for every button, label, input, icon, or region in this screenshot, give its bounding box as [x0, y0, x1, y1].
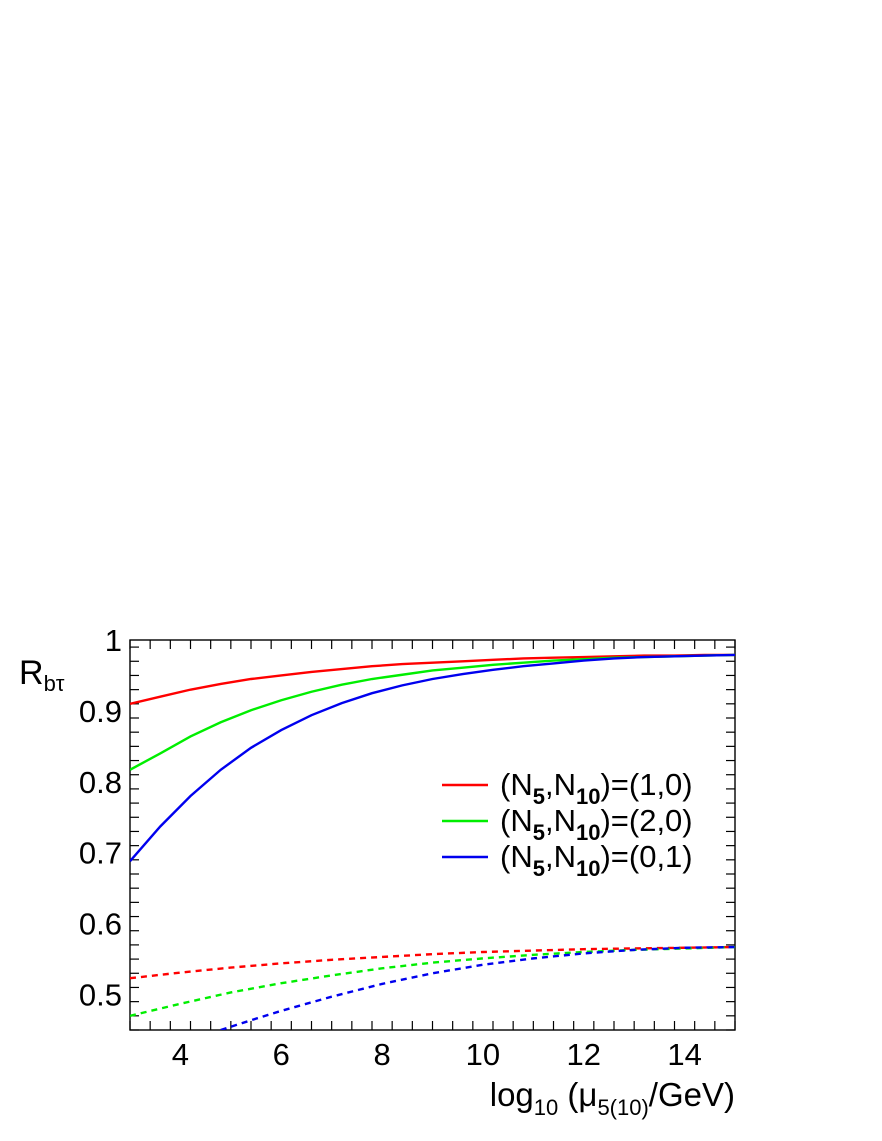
- legend: (N5,N10)=(1,0)(N5,N10)=(2,0)(N5,N10)=(0,…: [442, 767, 693, 881]
- y-tick-label: 1: [105, 623, 122, 658]
- series-line-solid-1: [130, 653, 735, 771]
- legend-label-sub: 10: [576, 856, 600, 881]
- legend-label-part: )=(1,0): [600, 767, 692, 802]
- x-tick-label: 8: [373, 1037, 390, 1072]
- y-tick-label: 0.8: [79, 765, 122, 800]
- x-axis-title: log10 (μ5(10)/GeV): [490, 1076, 735, 1120]
- x-axis-title-main: log: [490, 1076, 534, 1113]
- tick-labels: 4 6 8 10 12 14 0.5 0.6 0.7 0.8 0.9 1: [79, 623, 702, 1072]
- legend-label-part: ,N: [545, 839, 576, 874]
- x-axis-title-main-sub: 10: [534, 1095, 558, 1120]
- series-line-solid-0: [130, 653, 735, 705]
- legend-label-part: (N: [500, 767, 533, 802]
- legend-label-part: )=(0,1): [600, 839, 692, 874]
- y-axis-title-sub: bτ: [44, 671, 65, 696]
- x-axis-title-unit: /GeV): [649, 1076, 735, 1113]
- legend-label: (N5,N10)=(2,0): [500, 803, 693, 845]
- legend-label-sub: 10: [576, 820, 600, 845]
- y-tick-label: 0.7: [79, 836, 122, 871]
- legend-label-part: (N: [500, 839, 533, 874]
- x-axis-title-mu-sub: 5(10): [597, 1095, 648, 1120]
- y-tick-label: 0.5: [79, 978, 122, 1013]
- x-tick-label: 6: [273, 1037, 290, 1072]
- y-tick-label: 0.9: [79, 694, 122, 729]
- legend-label: (N5,N10)=(1,0): [500, 767, 693, 809]
- x-tick-label: 4: [172, 1037, 189, 1072]
- legend-label-sub: 5: [533, 856, 545, 881]
- legend-label-sub: 5: [533, 820, 545, 845]
- series-line-solid-2: [130, 653, 735, 863]
- y-axis-title-main: R: [19, 654, 44, 692]
- series-line-dashed-3: [130, 945, 735, 980]
- x-tick-label: 10: [466, 1037, 500, 1072]
- legend-label-part: (N: [500, 803, 533, 838]
- series-line-dashed-5: [220, 945, 735, 1030]
- x-axis-title-mu: (μ: [558, 1076, 597, 1113]
- series-lines: [130, 653, 735, 1030]
- y-axis-title: Rbτ: [19, 654, 65, 696]
- legend-label-sub: 10: [576, 784, 600, 809]
- legend-label-part: ,N: [545, 803, 576, 838]
- x-tick-label: 14: [667, 1037, 701, 1072]
- legend-label-part: ,N: [545, 767, 576, 802]
- series-line-dashed-4: [130, 945, 735, 1017]
- legend-label-sub: 5: [533, 784, 545, 809]
- y-tick-label: 0.6: [79, 907, 122, 942]
- legend-label-part: )=(2,0): [600, 803, 692, 838]
- axis-ticks: [129, 640, 736, 1031]
- x-tick-label: 12: [567, 1037, 601, 1072]
- legend-label: (N5,N10)=(0,1): [500, 839, 693, 881]
